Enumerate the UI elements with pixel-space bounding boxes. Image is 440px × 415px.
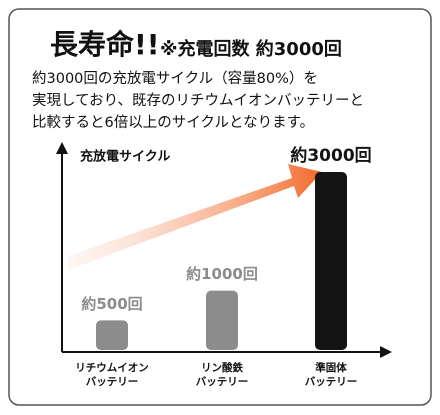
value-label: 約500回 (81, 295, 142, 313)
title: 長寿命!! (50, 28, 160, 61)
body-line: 比較すると6倍以上のサイクルとなります。 (32, 113, 314, 131)
value-label: 約3000回 (290, 145, 371, 166)
bar (206, 290, 238, 350)
x-tick-label: リチウムイオンバッテリー (75, 362, 149, 388)
x-axis-arrow (380, 346, 392, 358)
bar (96, 320, 128, 350)
body-line: 実現しており、既存のリチウムイオンバッテリーと (32, 92, 364, 109)
x-tick-label: リン酸鉄バッテリー (196, 361, 249, 388)
value-label: 約1000回 (186, 265, 258, 283)
subtitle: ※充電回数 約3000回 (160, 38, 342, 60)
bar (315, 172, 347, 350)
x-tick-label: 準固体バッテリー (305, 361, 358, 388)
body-line: 約3000回の充放電サイクル（容量80%）を (32, 70, 318, 87)
trend-arrow (68, 164, 322, 270)
y-axis-label: 充放電サイクル (80, 149, 170, 165)
y-axis-arrow (56, 142, 68, 154)
